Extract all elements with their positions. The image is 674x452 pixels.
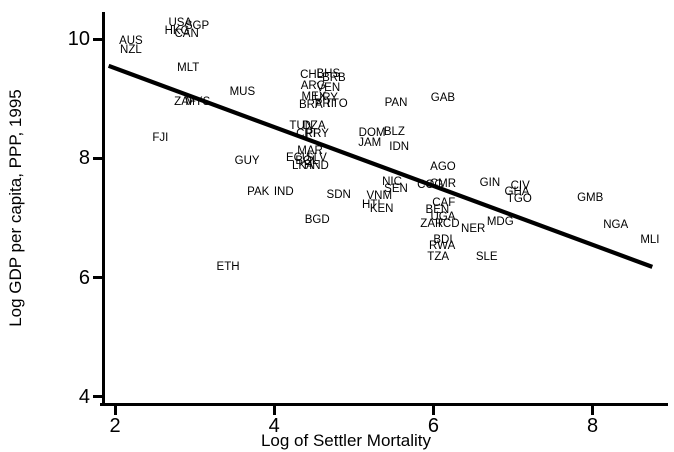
y-axis-line bbox=[102, 12, 105, 406]
country-label-mlt: MLT bbox=[177, 62, 200, 75]
country-label-tgo: TGO bbox=[506, 192, 532, 205]
x-axis-title: Log of Settler Mortality bbox=[260, 431, 432, 450]
country-label-cmr: CMR bbox=[429, 177, 457, 190]
country-label-tcd: TCD bbox=[435, 217, 460, 230]
country-label-vnm: VNM bbox=[366, 189, 393, 202]
country-label-idn: IDN bbox=[389, 140, 410, 153]
x-tick-label: 8 bbox=[587, 415, 599, 437]
regression-line bbox=[107, 63, 654, 269]
country-label-mys: MYS bbox=[185, 96, 211, 109]
country-label-ind: IND bbox=[273, 186, 294, 199]
country-label-mar: MAR bbox=[297, 145, 323, 158]
country-label-tza: TZA bbox=[427, 250, 450, 263]
country-label-dom: DOM bbox=[358, 127, 386, 140]
country-label-lka: LKA bbox=[291, 160, 314, 173]
country-label-caf: CAF bbox=[432, 197, 456, 210]
x-axis-line bbox=[100, 403, 668, 406]
country-label-mdg: MDG bbox=[486, 216, 514, 229]
country-label-bra: BRA bbox=[298, 99, 323, 112]
country-label-usa: USA bbox=[168, 16, 193, 29]
country-label-tun: TUN bbox=[289, 120, 314, 133]
country-label-pak: PAK bbox=[247, 186, 270, 199]
x-tick bbox=[431, 406, 435, 415]
country-label-gin: GIN bbox=[479, 176, 501, 189]
country-label-ecu: ECU bbox=[285, 152, 311, 165]
country-label-eth: ETH bbox=[216, 260, 240, 273]
country-label-pri: PRI bbox=[314, 98, 334, 111]
country-label-ven: VEN bbox=[316, 81, 341, 94]
country-label-ago: AGO bbox=[430, 161, 456, 174]
country-label-civ: CIV bbox=[510, 179, 530, 192]
country-label-can: CAN bbox=[174, 28, 199, 41]
country-label-zaf: ZAF bbox=[174, 96, 196, 109]
country-label-nzl: NZL bbox=[120, 43, 142, 56]
country-label-bgd: BGD bbox=[304, 213, 330, 226]
y-tick bbox=[93, 37, 103, 41]
country-label-mus: MUS bbox=[229, 86, 256, 99]
country-label-ner: NER bbox=[461, 223, 486, 236]
country-label-mex: MEX bbox=[301, 90, 327, 103]
country-label-ury: URY bbox=[313, 92, 338, 105]
country-label-ben: BEN bbox=[425, 204, 450, 217]
y-tick-label: 6 bbox=[78, 266, 90, 289]
country-label-bdi: BDI bbox=[433, 234, 453, 247]
country-label-pry: PRY bbox=[305, 127, 329, 140]
x-tick-label: 4 bbox=[268, 415, 280, 437]
country-label-uga: UGA bbox=[430, 210, 456, 223]
country-label-gmb: GMB bbox=[577, 191, 604, 204]
country-label-aus: AUS bbox=[119, 34, 143, 47]
country-label-cri: CRI bbox=[296, 127, 316, 140]
country-label-hkg: HKG bbox=[164, 25, 190, 38]
x-tick-label: 6 bbox=[427, 415, 439, 437]
country-label-zar: ZAR bbox=[420, 217, 444, 230]
country-label-sen: SEN bbox=[384, 182, 408, 195]
country-label-ken: KEN bbox=[369, 203, 394, 215]
country-label-sgp: SGP bbox=[184, 19, 210, 32]
country-label-sle: SLE bbox=[475, 250, 498, 263]
country-label-gab: GAB bbox=[430, 92, 456, 105]
country-label-nic: NIC bbox=[382, 176, 402, 189]
country-label-slv: SLV bbox=[305, 152, 327, 165]
country-label-hti: HTI bbox=[362, 198, 381, 211]
y-tick-label: 8 bbox=[78, 147, 90, 170]
y-tick bbox=[93, 156, 103, 160]
country-label-jam: JAM bbox=[358, 136, 382, 149]
country-label-brb: BRB bbox=[322, 71, 346, 84]
x-tick bbox=[272, 406, 276, 415]
country-label-cog: COG bbox=[417, 179, 444, 192]
country-label-gha: GHA bbox=[504, 186, 530, 199]
y-tick-label: 10 bbox=[67, 28, 90, 50]
y-tick bbox=[93, 395, 103, 399]
x-tick bbox=[591, 406, 595, 415]
y-tick bbox=[93, 276, 103, 280]
country-label-mli: MLI bbox=[640, 234, 660, 247]
country-label-guy: GUY bbox=[234, 155, 260, 168]
country-label-sdn: SDN bbox=[326, 189, 351, 202]
x-tick-label: 2 bbox=[109, 415, 121, 437]
y-tick-label: 4 bbox=[78, 385, 90, 408]
country-label-bol: BOL bbox=[295, 155, 319, 168]
country-label-tto: TTO bbox=[324, 98, 348, 111]
country-label-dza: DZA bbox=[302, 120, 326, 133]
country-label-nga: NGA bbox=[603, 219, 629, 232]
country-label-bhs: BHS bbox=[316, 68, 341, 81]
country-label-hnd: HND bbox=[303, 160, 329, 173]
country-label-chl: CHL bbox=[300, 68, 324, 81]
country-label-rwa: RWA bbox=[429, 239, 456, 252]
country-label-blz: BLZ bbox=[383, 126, 405, 139]
country-label-fji: FJI bbox=[152, 132, 169, 145]
x-tick bbox=[113, 406, 117, 415]
country-label-arg: ARG bbox=[300, 80, 326, 93]
country-label-pan: PAN bbox=[384, 96, 408, 109]
